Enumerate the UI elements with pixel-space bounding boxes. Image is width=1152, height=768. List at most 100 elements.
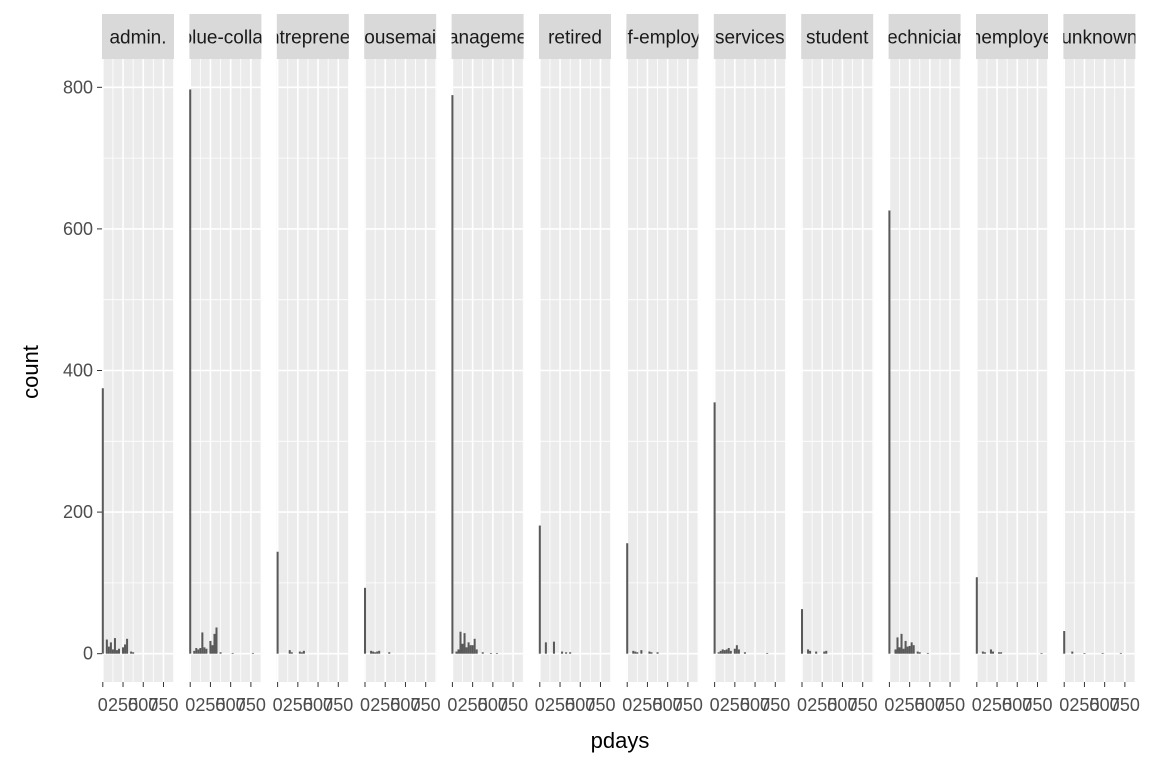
x-tick-label: 0 [360, 695, 370, 715]
x-tick-label: 500 [915, 695, 945, 715]
histogram-bar [1071, 651, 1074, 654]
facet-strip [976, 14, 1048, 59]
x-tick-label: 0 [98, 695, 108, 715]
histogram-bar [463, 633, 466, 654]
x-tick-label: 250 [982, 695, 1012, 715]
histogram-bar [904, 640, 907, 654]
histogram-bar [113, 638, 116, 654]
histogram-bar [457, 649, 460, 654]
histogram-bar [109, 642, 112, 654]
histogram-bar [473, 638, 476, 654]
histogram-bar [465, 647, 468, 654]
histogram-bar [201, 632, 204, 654]
facet-strip [888, 14, 961, 59]
histogram-bar [902, 648, 905, 654]
x-tick-label: 500 [1090, 695, 1120, 715]
x-tick-label: 0 [447, 695, 457, 715]
x-tick-label: 750 [236, 695, 266, 715]
facet-strip [276, 14, 349, 59]
histogram-bar [115, 650, 118, 654]
x-tick-label: 500 [303, 695, 333, 715]
x-tick-label: 0 [710, 695, 720, 715]
x-tick-label: 750 [411, 695, 441, 715]
x-tick-label: 750 [1022, 695, 1052, 715]
facet-strip-label: management [432, 28, 544, 49]
x-tick-label: 250 [895, 695, 925, 715]
histogram-bar [475, 649, 478, 654]
histogram-bar [809, 650, 812, 654]
histogram-bar [122, 647, 125, 654]
x-tick-label: 750 [673, 695, 703, 715]
histogram-bar [894, 649, 897, 654]
histogram-bar [193, 650, 196, 654]
x-tick-label: 0 [185, 695, 195, 715]
y-tick-label: 400 [63, 361, 93, 381]
facet-strip [539, 14, 611, 59]
histogram-bar [300, 652, 303, 654]
facet-strip [451, 14, 524, 59]
histogram-bar [199, 648, 202, 654]
histogram-bar [912, 645, 915, 654]
facet-strip-label: admin. [109, 28, 166, 49]
histogram-bar [975, 577, 978, 654]
histogram-bar [370, 650, 373, 654]
histogram-bar [807, 649, 810, 654]
histogram-bar [203, 647, 206, 654]
x-tick-label: 500 [827, 695, 857, 715]
histogram-bar [251, 652, 254, 654]
histogram-bar [823, 651, 826, 654]
histogram-bar [800, 609, 804, 654]
histogram-bar [372, 651, 375, 654]
histogram-bar [117, 648, 120, 654]
y-axis: 0 200 400 600 800 [63, 77, 102, 664]
histogram-bar [636, 652, 639, 654]
histogram-bar [918, 652, 921, 654]
histogram-bar [451, 95, 454, 654]
x-tick-label: 750 [323, 695, 353, 715]
histogram-bar [213, 633, 216, 654]
histogram-bar [1119, 652, 1122, 654]
histogram-bar [455, 651, 458, 654]
histogram-bar [105, 639, 108, 654]
x-tick-label: 0 [797, 695, 807, 715]
x-tick-label: 500 [740, 695, 770, 715]
histogram-bar [552, 641, 555, 654]
histogram-bar [561, 651, 564, 654]
histogram-bar [538, 525, 541, 654]
histogram-bar [908, 645, 911, 654]
x-tick-label: 750 [760, 695, 790, 715]
histogram-bar [481, 652, 484, 654]
x-tick-label: 750 [935, 695, 965, 715]
histogram-bar [219, 652, 222, 654]
y-tick-label: 200 [63, 502, 93, 522]
histogram-bar [1063, 631, 1066, 654]
x-tick-label: 250 [545, 695, 575, 715]
histogram-bar [634, 651, 637, 654]
histogram-bar [926, 652, 929, 654]
histogram-bar [376, 651, 379, 654]
histogram-bar [565, 652, 568, 654]
histogram-bar [998, 652, 1001, 654]
histogram-bar [215, 627, 218, 654]
facet-strip-label: self-employed [603, 28, 721, 49]
x-tick-label: 750 [848, 695, 878, 715]
histogram-bar [111, 649, 114, 654]
facet-strip [1063, 14, 1136, 59]
x-tick-label: 0 [622, 695, 632, 715]
x-tick-label: 750 [498, 695, 528, 715]
facet-strip-label: entrepreneur [258, 28, 367, 49]
histogram-bar [1000, 652, 1003, 654]
x-axis-title: pdays [591, 728, 650, 753]
histogram-bar [900, 633, 903, 654]
histogram-bar [461, 643, 464, 654]
facet-strip [713, 14, 786, 59]
